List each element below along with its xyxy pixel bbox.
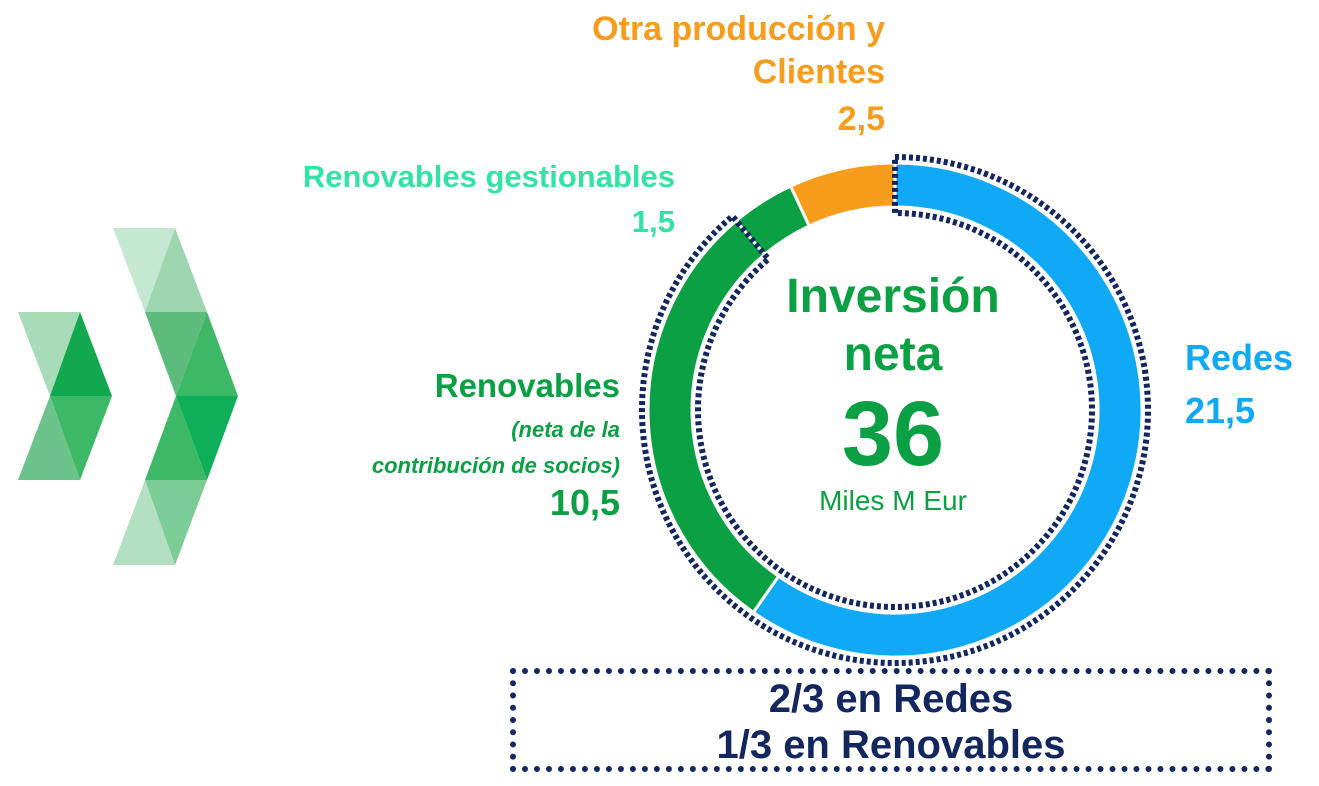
category-label: Renovables gestionables bbox=[302, 159, 675, 194]
center-title: Inversión neta bbox=[786, 270, 1000, 381]
dotted-outline bbox=[639, 153, 1151, 666]
category-label: Redes bbox=[1185, 337, 1294, 378]
chevrons bbox=[18, 228, 238, 565]
note-box: 2/3 en Redes 1/3 en Renovables bbox=[510, 668, 1272, 772]
category-note: (neta de la bbox=[511, 417, 620, 442]
note-line: 1/3 en Renovables bbox=[716, 723, 1066, 767]
value-label: 21,5 bbox=[1185, 390, 1256, 431]
value-label: 1,5 bbox=[631, 204, 675, 239]
note-line: 2/3 en Redes bbox=[768, 677, 1014, 721]
center-unit: Miles M Eur bbox=[819, 485, 967, 516]
center-label: Inversión neta 36 Miles M Eur bbox=[693, 268, 1093, 518]
value-label: 2,5 bbox=[837, 100, 885, 138]
donut-segment bbox=[751, 161, 1144, 659]
donut-segment bbox=[788, 161, 897, 229]
category-note: contribución de socios) bbox=[371, 453, 620, 478]
center-total: 36 bbox=[841, 383, 945, 485]
category-label: Otra producción y Clientes bbox=[592, 10, 885, 91]
category-label: Renovables bbox=[434, 367, 620, 404]
value-label: 10,5 bbox=[549, 482, 620, 523]
